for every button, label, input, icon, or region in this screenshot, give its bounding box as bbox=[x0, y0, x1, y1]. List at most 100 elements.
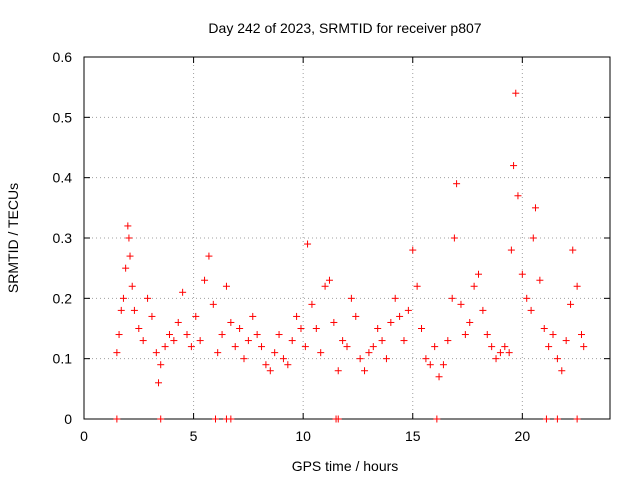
data-point bbox=[157, 361, 165, 369]
x-tick-label: 5 bbox=[190, 428, 198, 444]
data-point bbox=[439, 361, 447, 369]
data-point bbox=[304, 240, 312, 248]
data-point bbox=[470, 282, 478, 290]
data-point bbox=[369, 343, 377, 351]
zero-marker bbox=[542, 415, 550, 423]
data-point bbox=[262, 361, 270, 369]
data-point bbox=[183, 331, 191, 339]
data-point bbox=[479, 306, 487, 314]
y-tick-label: 0.1 bbox=[53, 351, 73, 367]
data-point bbox=[196, 337, 204, 345]
y-tick-label: 0.4 bbox=[53, 170, 73, 186]
x-tick-label: 20 bbox=[515, 428, 531, 444]
data-point bbox=[113, 349, 121, 357]
data-point bbox=[553, 355, 561, 363]
data-point bbox=[144, 294, 152, 302]
data-point bbox=[165, 331, 173, 339]
data-point bbox=[117, 306, 125, 314]
y-tick-label: 0.3 bbox=[53, 230, 73, 246]
data-point bbox=[457, 300, 465, 308]
data-points bbox=[113, 89, 588, 423]
data-point bbox=[569, 246, 577, 254]
data-point bbox=[426, 361, 434, 369]
data-point bbox=[334, 367, 342, 375]
data-point bbox=[461, 331, 469, 339]
y-tick-label: 0.2 bbox=[53, 290, 73, 306]
data-point bbox=[549, 331, 557, 339]
data-point bbox=[130, 306, 138, 314]
data-point bbox=[218, 331, 226, 339]
data-point bbox=[253, 331, 261, 339]
data-point bbox=[115, 331, 123, 339]
data-point bbox=[448, 294, 456, 302]
data-point bbox=[124, 222, 132, 230]
zero-marker bbox=[553, 415, 561, 423]
data-point bbox=[330, 318, 338, 326]
data-point bbox=[475, 270, 482, 278]
data-point bbox=[374, 325, 382, 332]
y-axis-label: SRMTID / TECUs bbox=[5, 183, 21, 293]
data-point bbox=[365, 349, 373, 357]
data-point bbox=[378, 337, 386, 345]
data-point bbox=[161, 343, 169, 351]
data-point bbox=[317, 349, 325, 357]
data-point bbox=[492, 355, 500, 363]
data-point bbox=[201, 276, 209, 284]
grid bbox=[84, 57, 610, 419]
data-point bbox=[266, 367, 274, 375]
data-point bbox=[391, 294, 399, 302]
data-point bbox=[352, 312, 360, 320]
data-point bbox=[531, 204, 539, 212]
data-point bbox=[413, 282, 421, 290]
data-point bbox=[128, 282, 136, 290]
y-tick-label: 0.6 bbox=[53, 49, 73, 65]
data-point bbox=[179, 288, 187, 296]
data-point bbox=[227, 318, 235, 326]
zero-marker bbox=[113, 415, 121, 423]
data-point bbox=[279, 355, 287, 363]
data-point bbox=[271, 349, 279, 357]
data-point bbox=[148, 312, 156, 320]
data-point bbox=[453, 180, 461, 188]
data-point bbox=[404, 306, 412, 314]
data-point bbox=[205, 252, 213, 260]
data-point bbox=[567, 300, 575, 308]
data-point bbox=[545, 343, 553, 351]
data-point bbox=[523, 294, 531, 302]
data-point bbox=[507, 246, 515, 254]
data-point bbox=[240, 355, 248, 363]
zero-marker bbox=[433, 415, 441, 423]
data-point bbox=[236, 325, 244, 332]
data-point bbox=[518, 270, 526, 278]
y-tick-label: 0.5 bbox=[53, 109, 73, 125]
data-point bbox=[450, 234, 458, 242]
data-point bbox=[514, 192, 522, 200]
data-point bbox=[418, 325, 426, 332]
x-axis-label: GPS time / hours bbox=[292, 458, 399, 474]
data-point bbox=[139, 337, 147, 345]
data-point bbox=[222, 282, 230, 290]
data-point bbox=[382, 355, 390, 363]
zero-marker bbox=[573, 415, 581, 423]
x-tick-label: 10 bbox=[295, 428, 311, 444]
zero-marker bbox=[334, 415, 342, 423]
data-point bbox=[155, 379, 163, 387]
data-point bbox=[119, 294, 127, 302]
data-point bbox=[501, 343, 509, 351]
x-tick-label: 0 bbox=[80, 428, 88, 444]
data-point bbox=[321, 282, 329, 290]
data-point bbox=[288, 337, 296, 345]
data-point bbox=[435, 373, 443, 381]
data-point bbox=[573, 282, 581, 290]
data-point bbox=[387, 318, 395, 326]
data-point bbox=[540, 325, 548, 332]
data-point bbox=[258, 343, 266, 351]
data-point bbox=[152, 349, 160, 357]
data-point bbox=[301, 343, 309, 351]
data-point bbox=[505, 349, 513, 357]
data-point bbox=[409, 246, 417, 254]
y-tick-label: 0 bbox=[64, 411, 72, 427]
data-point bbox=[466, 318, 474, 326]
data-point bbox=[297, 325, 305, 332]
data-point bbox=[580, 343, 588, 351]
